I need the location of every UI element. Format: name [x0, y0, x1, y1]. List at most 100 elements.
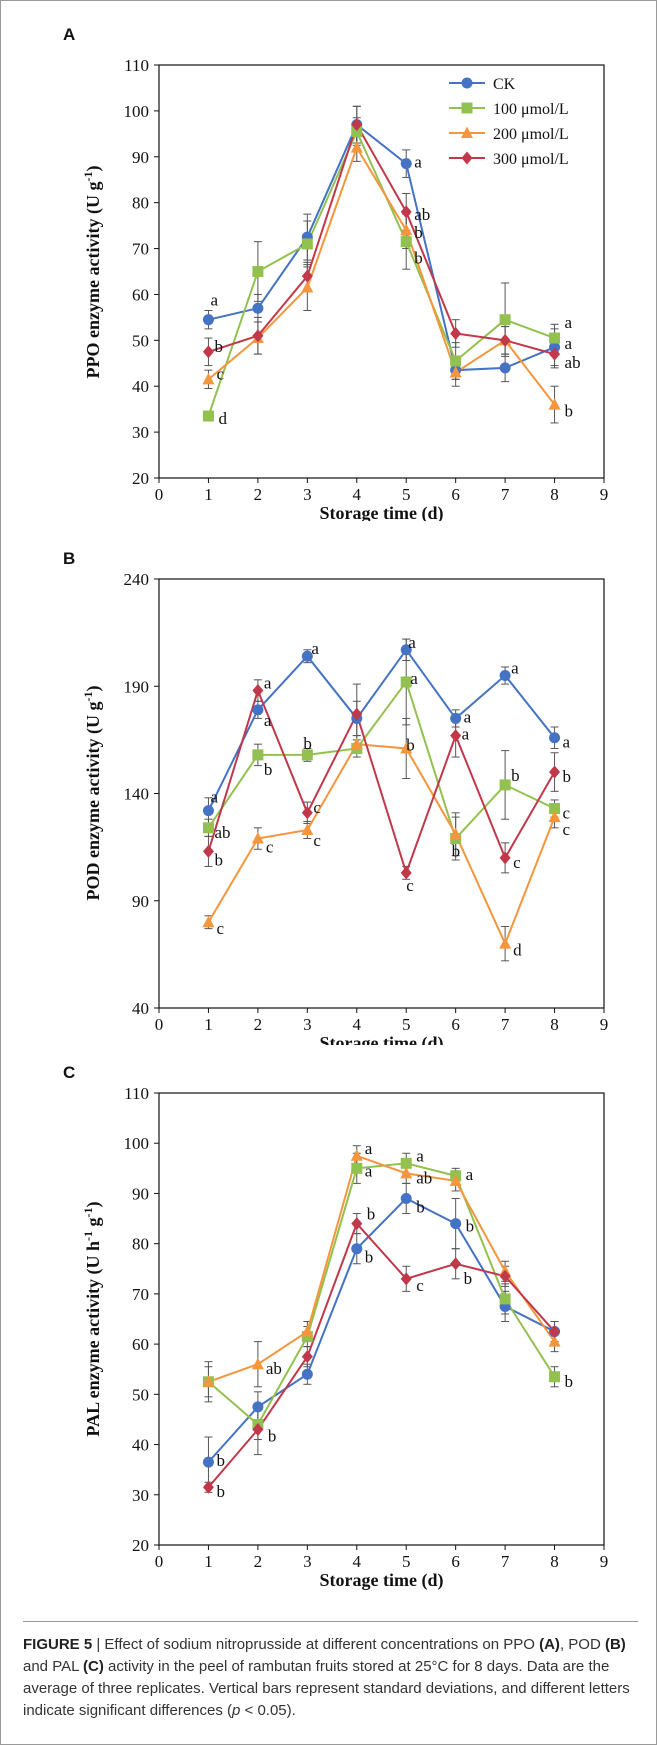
data-point-CK	[252, 704, 264, 716]
data-point-300	[301, 806, 313, 820]
legend-label: 300 μmol/L	[493, 151, 569, 168]
data-point-300	[202, 1480, 214, 1494]
y-label-text: POD enzyme activity (U g	[83, 702, 104, 901]
legend-label: 200 μmol/L	[493, 126, 569, 143]
x-tick-label: 0	[155, 485, 164, 504]
significance-letter: b	[565, 1372, 574, 1391]
x-tick-label: 8	[550, 1552, 559, 1571]
data-point-CK	[252, 1401, 264, 1413]
series-line-300	[207, 1221, 556, 1488]
data-point-200	[202, 915, 215, 928]
caption-ref-a: (A)	[539, 1636, 560, 1653]
legend-label: CK	[493, 76, 516, 93]
significance-letter: c	[416, 1276, 424, 1295]
data-point-200	[499, 937, 512, 949]
data-point-100	[549, 803, 561, 815]
data-point-100	[400, 236, 412, 248]
legend-marker	[461, 151, 473, 165]
x-tick-label: 1	[204, 1015, 213, 1034]
x-tick-label: 0	[155, 1015, 164, 1034]
data-point-200	[251, 1357, 264, 1370]
x-tick-label: 7	[501, 485, 510, 504]
significance-letter: b	[406, 735, 415, 754]
data-point-200	[400, 741, 413, 754]
data-point-100	[252, 749, 264, 761]
significance-letter: a	[365, 1161, 373, 1180]
significance-letter: a	[511, 659, 519, 678]
x-tick-label: 7	[501, 1015, 510, 1034]
y-tick-label: 140	[124, 785, 150, 804]
data-point-100	[202, 410, 214, 422]
y-label-text: PPO enzyme activity (U g	[83, 182, 104, 379]
x-tick-label: 4	[353, 485, 362, 504]
data-point-200	[350, 737, 363, 750]
data-point-CK	[450, 1218, 462, 1230]
data-point-300	[351, 1217, 363, 1231]
y-tick-label: 60	[132, 1335, 149, 1354]
data-point-200	[301, 1325, 314, 1337]
data-point-100	[301, 749, 313, 761]
significance-letter: b	[563, 767, 572, 786]
panel-c-y-axis-label: PAL enzyme activity (U h-1 g-1)	[81, 1201, 104, 1436]
pod-chart: 40 90 140 190 240 0 1 2 3 4 5 6 7 8 9 Storage time (d) P…	[81, 570, 608, 1045]
data-point-300	[351, 118, 363, 132]
significance-letter: b	[414, 223, 423, 242]
caption-text-3: and PAL	[23, 1658, 84, 1675]
data-point-CK	[202, 1456, 214, 1468]
x-tick-label: 3	[303, 1552, 312, 1571]
y-tick-label: 100	[124, 1134, 150, 1153]
data-point-100	[351, 1162, 363, 1174]
plot-frame	[158, 64, 605, 479]
significance-letter: c	[563, 804, 571, 823]
legend-label: 100 μmol/L	[493, 101, 569, 118]
x-tick-label: 1	[204, 1552, 213, 1571]
data-point-300	[549, 1325, 561, 1339]
y-tick-label: 40	[132, 999, 149, 1018]
data-point-200	[202, 1375, 215, 1387]
caption-ref-b: (B)	[604, 1636, 626, 1653]
series-line-200	[208, 1154, 556, 1383]
x-tick-label: 1	[204, 485, 213, 504]
y-label-text: )	[83, 166, 104, 172]
data-point-200	[548, 398, 561, 410]
data-point-100	[400, 676, 412, 688]
legend-marker	[461, 126, 473, 138]
data-point-100	[301, 1331, 313, 1343]
data-point-200	[548, 1335, 561, 1347]
x-tick-label: 0	[155, 1552, 164, 1571]
y-label-text: PAL enzyme activity (U h	[83, 1241, 104, 1437]
significance-letter: a	[466, 1165, 474, 1184]
data-point-100	[301, 238, 313, 250]
caption-label: FIGURE 5	[23, 1636, 93, 1653]
x-tick-label: 8	[550, 1015, 559, 1034]
series-line-100	[207, 129, 555, 417]
data-point-200	[350, 1149, 363, 1161]
significance-letter: a	[414, 153, 422, 172]
data-point-300	[301, 269, 313, 283]
significance-letter: ab	[416, 1168, 432, 1187]
x-tick-label: 2	[254, 1015, 263, 1034]
data-point-200	[400, 223, 413, 236]
caption-text-1: Effect of sodium nitroprusside at differ…	[104, 1636, 540, 1653]
y-tick-label: 40	[132, 377, 149, 396]
caption-p: p	[232, 1702, 241, 1719]
significance-letter: c	[313, 831, 321, 850]
significance-letter: b	[214, 337, 223, 356]
data-point-100	[499, 314, 511, 326]
y-label-text: )	[83, 686, 104, 692]
y-tick-label: 110	[124, 56, 149, 75]
significance-letter: c	[406, 876, 414, 895]
significance-letter: b	[464, 1269, 473, 1288]
x-tick-label: 4	[353, 1015, 362, 1034]
legend-marker	[461, 77, 473, 89]
data-point-CK	[499, 362, 511, 374]
significance-letter: d	[218, 409, 227, 428]
y-tick-label: 100	[124, 102, 150, 121]
x-tick-label: 5	[402, 1552, 411, 1571]
significance-letter: a	[311, 639, 319, 658]
data-point-CK	[252, 302, 264, 314]
data-point-100	[400, 1157, 412, 1169]
series-line-CK	[207, 648, 556, 812]
data-point-200	[449, 365, 462, 378]
